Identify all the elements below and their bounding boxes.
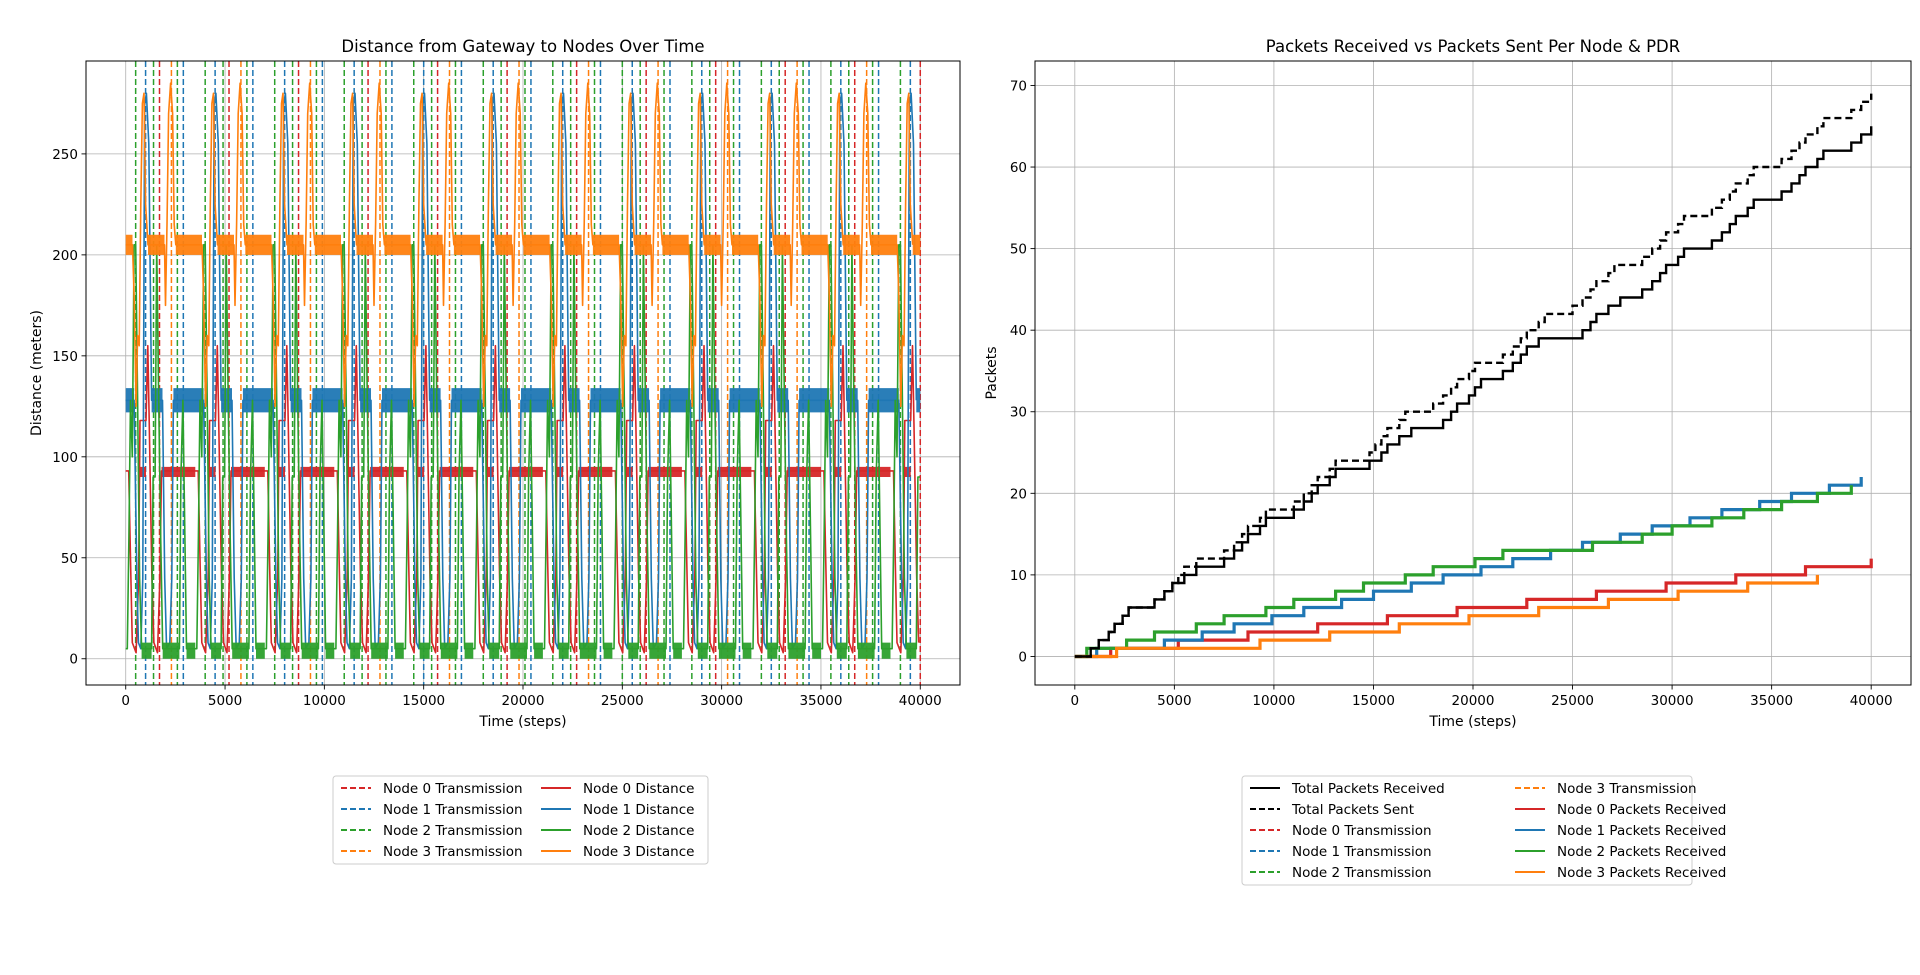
packets-chart: Packets Received vs Packets Sent Per Nod… bbox=[984, 37, 1912, 886]
distance-chart-legend: Node 0 Transmission Node 1 Transmission No… bbox=[332, 775, 709, 865]
x-tick-label: 35000 bbox=[799, 693, 842, 709]
legend-label: Node 0 Packets Received bbox=[1557, 802, 1726, 818]
legend-label: Node 3 Packets Received bbox=[1557, 865, 1726, 881]
x-tick-label: 35000 bbox=[1750, 693, 1793, 709]
x-tick-label: 25000 bbox=[1551, 693, 1594, 709]
x-tick-label: 20000 bbox=[1452, 693, 1495, 709]
legend-label: Node 2 Transmission bbox=[383, 823, 523, 839]
legend-label: Node 0 Transmission bbox=[1292, 823, 1432, 839]
x-tick-label: 40000 bbox=[1850, 693, 1893, 709]
legend-label: Node 3 Transmission bbox=[1557, 781, 1697, 797]
packets-chart-legend: Total Packets Received Total Packets Sent… bbox=[1241, 775, 1726, 886]
legend-label: Node 3 Transmission bbox=[383, 844, 523, 860]
distance-chart-y-ticks: 0 50 100 150 200 250 bbox=[52, 147, 86, 668]
packets-chart-x-ticks: 0 5000 10000 15000 20000 25000 30000 35000 40000 bbox=[1071, 685, 1893, 709]
x-tick-label: 15000 bbox=[402, 693, 445, 709]
distance-chart-y-label: Distance (meters) bbox=[29, 310, 45, 436]
legend-label: Node 1 Transmission bbox=[383, 802, 523, 818]
legend-label: Total Packets Received bbox=[1291, 781, 1445, 797]
x-tick-label: 10000 bbox=[1252, 693, 1295, 709]
y-tick-label: 200 bbox=[52, 248, 78, 264]
y-tick-label: 100 bbox=[52, 450, 78, 466]
x-tick-label: 10000 bbox=[303, 693, 346, 709]
y-tick-label: 50 bbox=[61, 551, 78, 567]
packets-line bbox=[1074, 126, 1873, 658]
y-tick-label: 50 bbox=[1010, 242, 1027, 258]
x-tick-label: 30000 bbox=[700, 693, 743, 709]
packets-chart-y-label: Packets bbox=[984, 346, 1000, 399]
packets-line bbox=[1074, 477, 1863, 659]
legend-label: Node 0 Distance bbox=[583, 781, 694, 797]
x-tick-label: 15000 bbox=[1352, 693, 1395, 709]
legend-label: Node 2 Packets Received bbox=[1557, 844, 1726, 860]
y-tick-label: 10 bbox=[1010, 568, 1027, 584]
distance-band bbox=[140, 466, 911, 477]
y-tick-label: 70 bbox=[1010, 78, 1027, 94]
distance-chart: Distance from Gateway to Nodes Over Time… bbox=[29, 37, 961, 865]
distance-line bbox=[125, 82, 914, 408]
x-tick-label: 30000 bbox=[1651, 693, 1694, 709]
y-tick-label: 0 bbox=[1018, 649, 1027, 665]
legend-box bbox=[332, 775, 709, 865]
packets-chart-x-label: Time (steps) bbox=[1428, 714, 1516, 730]
packets-chart-grid bbox=[1035, 61, 1911, 685]
legend-label: Node 1 Transmission bbox=[1292, 844, 1432, 860]
x-tick-label: 20000 bbox=[502, 693, 545, 709]
distance-chart-title: Distance from Gateway to Nodes Over Time bbox=[341, 37, 704, 56]
y-tick-label: 0 bbox=[69, 652, 78, 668]
legend-label: Node 1 Distance bbox=[583, 802, 694, 818]
x-tick-label: 0 bbox=[121, 693, 130, 709]
packets-chart-title: Packets Received vs Packets Sent Per Nod… bbox=[1266, 37, 1680, 56]
distance-band bbox=[141, 642, 917, 659]
y-tick-label: 40 bbox=[1010, 323, 1027, 339]
y-tick-label: 20 bbox=[1010, 486, 1027, 502]
x-tick-label: 40000 bbox=[899, 693, 942, 709]
x-tick-label: 5000 bbox=[208, 693, 242, 709]
legend-label: Node 3 Distance bbox=[583, 844, 694, 860]
legend-label: Total Packets Sent bbox=[1291, 802, 1414, 818]
y-tick-label: 30 bbox=[1010, 405, 1027, 421]
legend-label: Node 2 Distance bbox=[583, 823, 694, 839]
packets-chart-y-ticks: 0 10 20 30 40 50 60 70 bbox=[1010, 78, 1035, 665]
legend-label: Node 0 Transmission bbox=[383, 781, 523, 797]
y-tick-label: 60 bbox=[1010, 160, 1027, 176]
legend-label: Node 1 Packets Received bbox=[1557, 823, 1726, 839]
x-tick-label: 5000 bbox=[1157, 693, 1191, 709]
y-tick-label: 250 bbox=[52, 147, 78, 163]
packets-chart-plot-area bbox=[1074, 93, 1873, 659]
legend-box bbox=[1241, 775, 1693, 886]
packets-line bbox=[1074, 485, 1853, 659]
legend-label: Node 2 Transmission bbox=[1292, 865, 1432, 881]
distance-line bbox=[125, 244, 920, 650]
distance-chart-x-ticks: 0 5000 10000 15000 20000 25000 30000 35000 40000 bbox=[121, 685, 942, 709]
x-tick-label: 0 bbox=[1071, 693, 1080, 709]
distance-band bbox=[125, 234, 921, 255]
packets-line bbox=[1074, 93, 1873, 658]
packets-line bbox=[1074, 574, 1819, 659]
x-tick-label: 25000 bbox=[601, 693, 644, 709]
y-tick-label: 150 bbox=[52, 349, 78, 365]
distance-chart-plot-area bbox=[125, 61, 922, 685]
distance-chart-x-label: Time (steps) bbox=[478, 714, 566, 730]
